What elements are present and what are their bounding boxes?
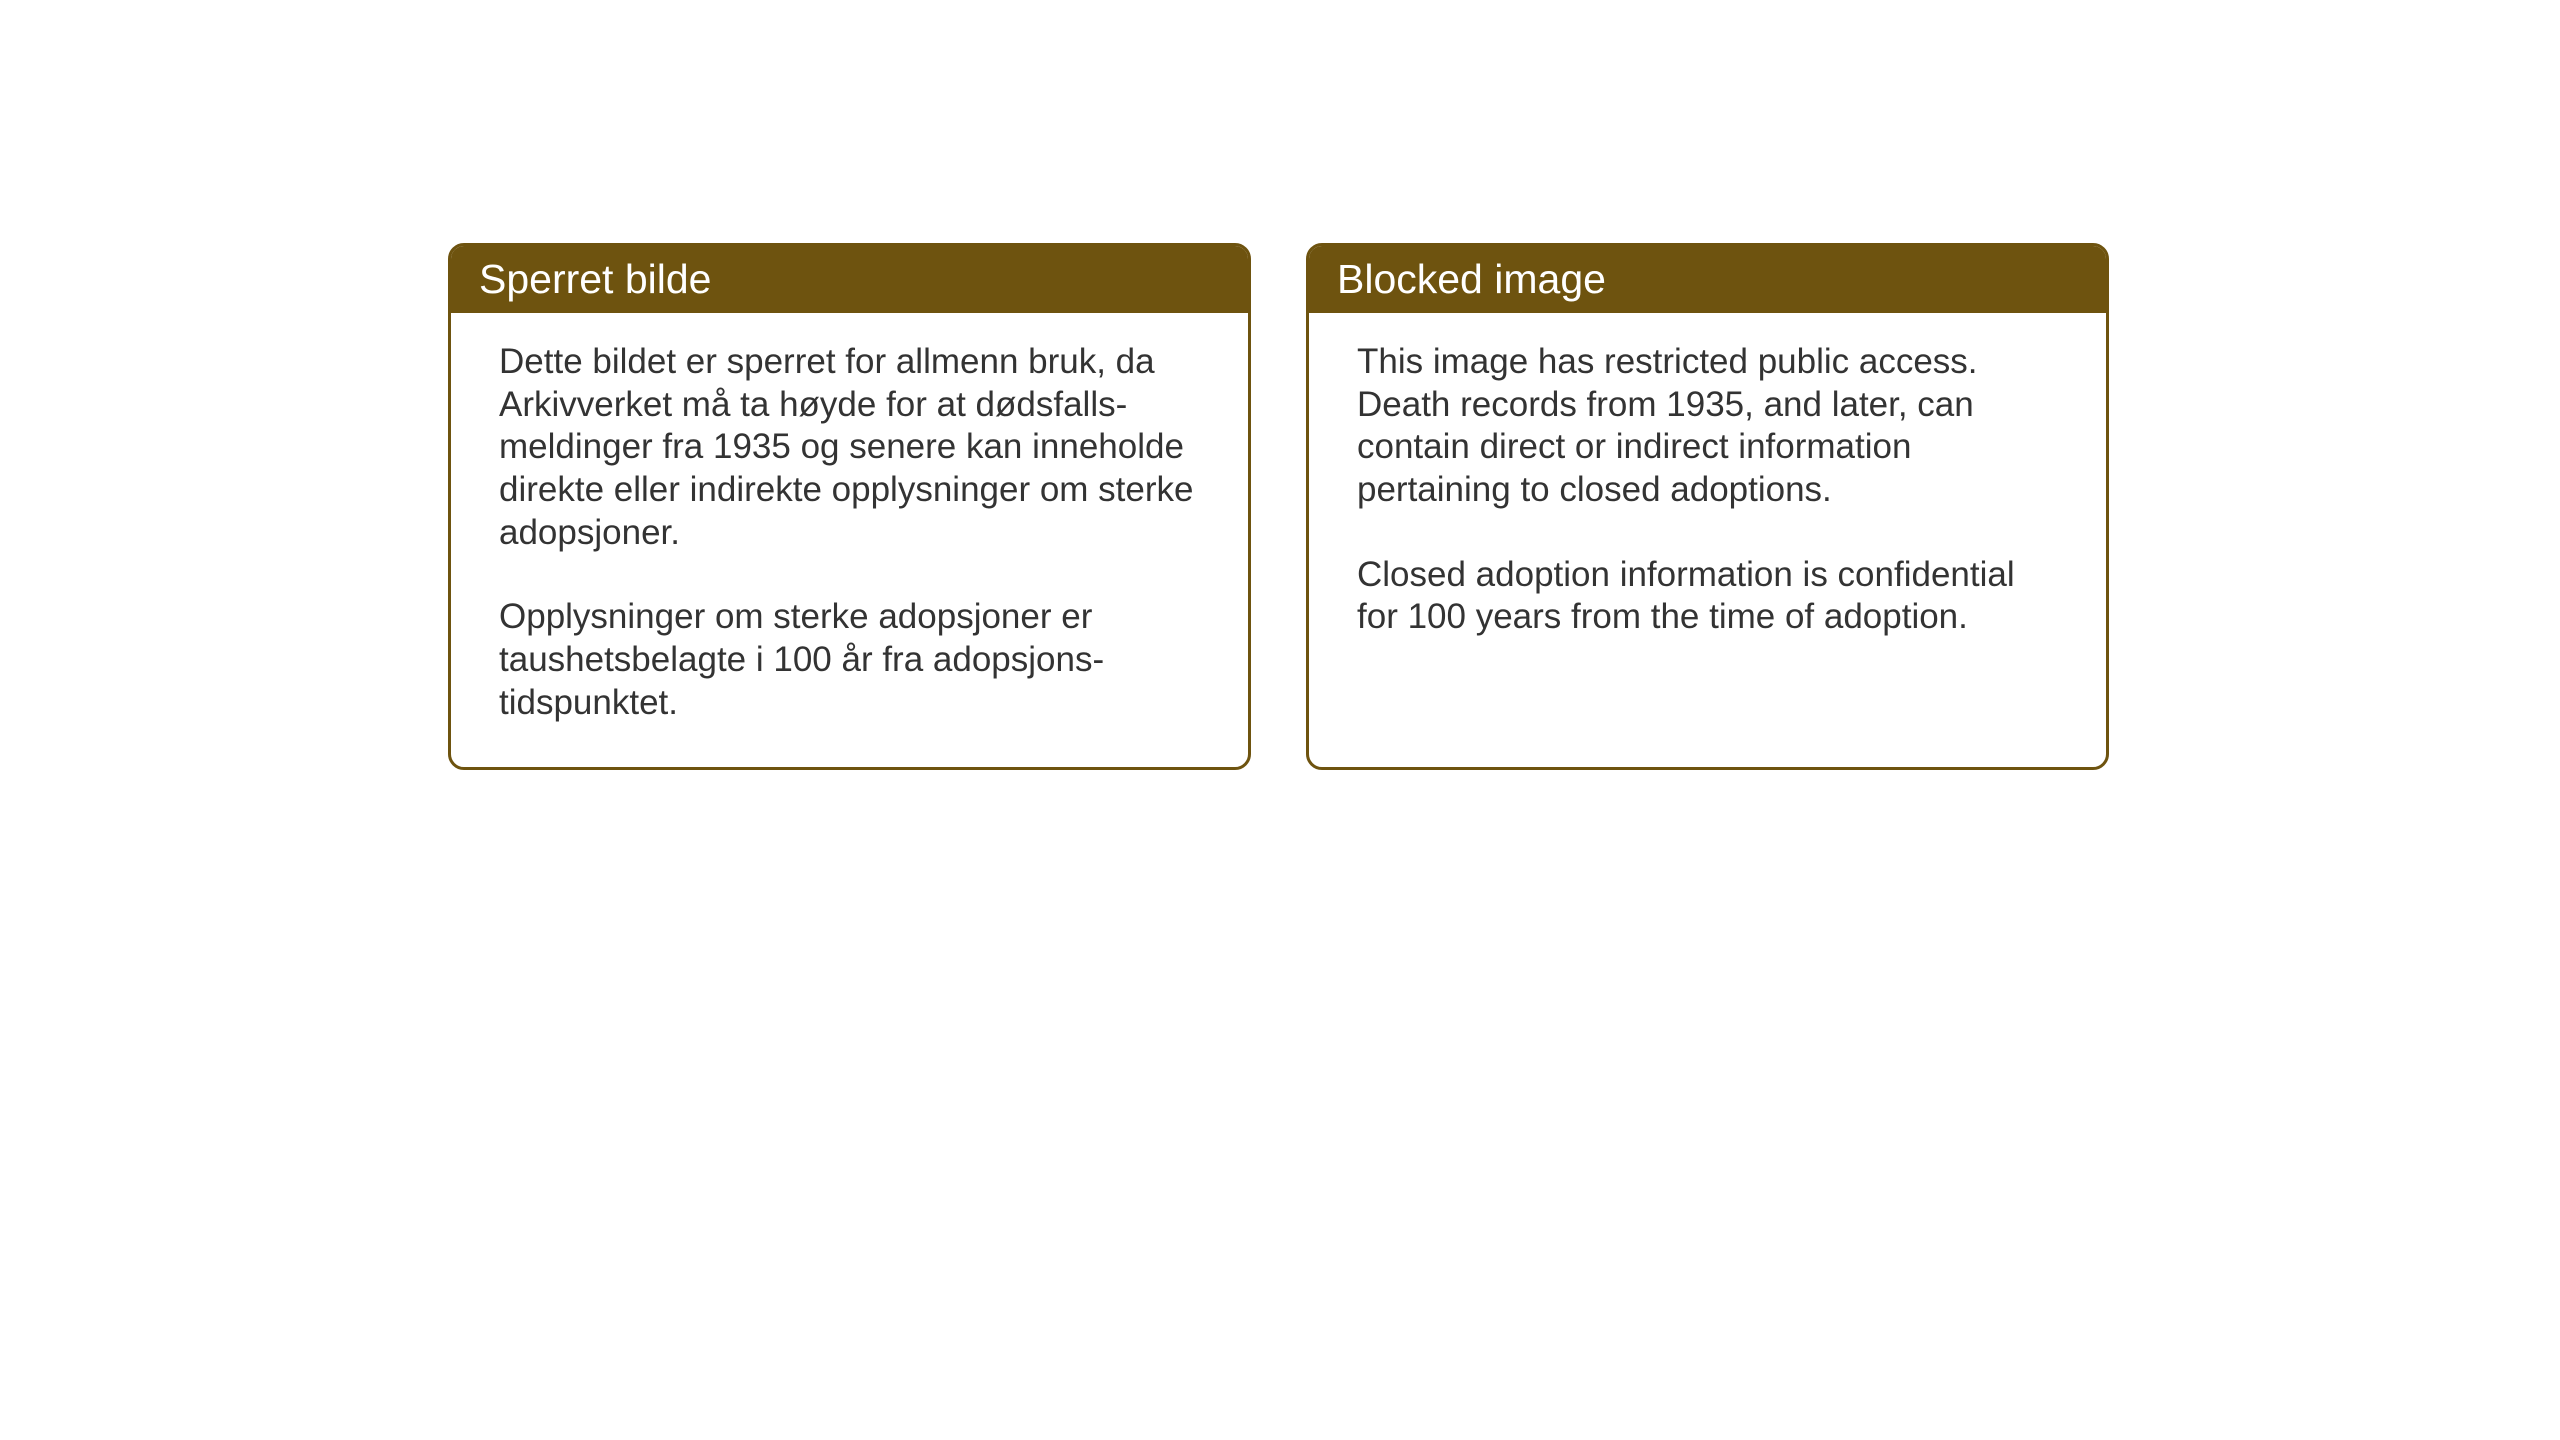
notice-card-english: Blocked image This image has restricted … [1306, 243, 2109, 770]
card-paragraph-2-english: Closed adoption information is confident… [1357, 554, 2058, 639]
card-body-norwegian: Dette bildet er sperret for allmenn bruk… [451, 313, 1248, 767]
card-header-english: Blocked image [1309, 246, 2106, 313]
card-paragraph-2-norwegian: Opplysninger om sterke adopsjoner er tau… [499, 596, 1200, 724]
card-paragraph-1-english: This image has restricted public access.… [1357, 341, 2058, 512]
notice-cards-container: Sperret bilde Dette bildet er sperret fo… [448, 243, 2109, 770]
card-paragraph-1-norwegian: Dette bildet er sperret for allmenn bruk… [499, 341, 1200, 554]
card-header-norwegian: Sperret bilde [451, 246, 1248, 313]
card-title-english: Blocked image [1337, 256, 1606, 302]
card-title-norwegian: Sperret bilde [479, 256, 711, 302]
notice-card-norwegian: Sperret bilde Dette bildet er sperret fo… [448, 243, 1251, 770]
card-body-english: This image has restricted public access.… [1309, 313, 2106, 681]
